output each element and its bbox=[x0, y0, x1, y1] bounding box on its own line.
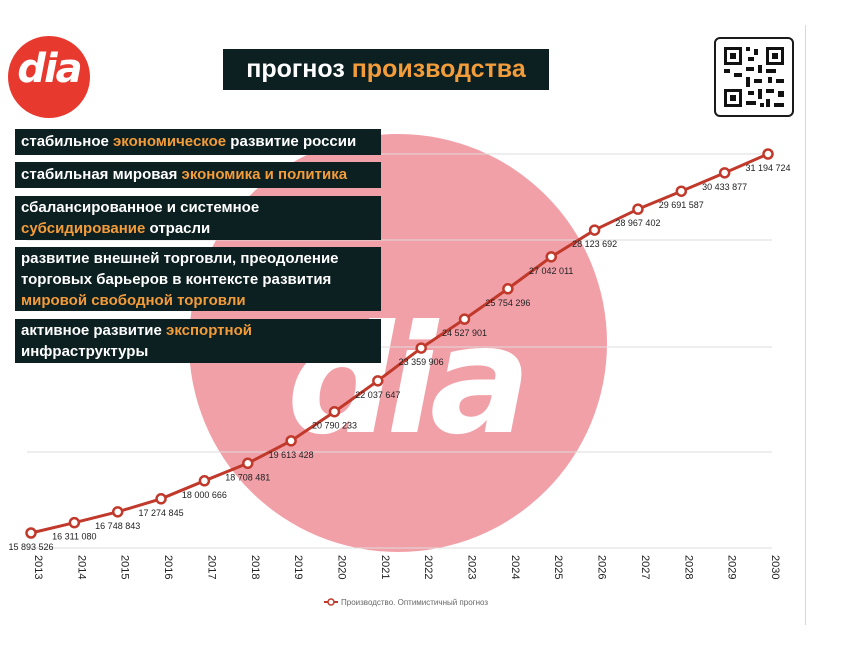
dia-logo: dia bbox=[8, 36, 90, 118]
data-label: 27 042 011 bbox=[529, 266, 573, 276]
x-tick-label: 2020 bbox=[335, 555, 347, 579]
x-tick-label: 2013 bbox=[32, 555, 44, 579]
x-tick-label: 2026 bbox=[596, 555, 608, 579]
bullet-2-part-2: экономика и политика bbox=[181, 166, 348, 183]
title-part-1: прогноз bbox=[246, 55, 352, 83]
data-label: 16 748 843 bbox=[95, 521, 140, 531]
legend-entry: Производство. Оптимистичный прогноз bbox=[341, 598, 488, 607]
x-tick-label: 2018 bbox=[249, 555, 261, 579]
divider-line bbox=[805, 25, 806, 625]
x-tick-label: 2023 bbox=[466, 555, 478, 579]
title-part-2: производства bbox=[351, 55, 526, 83]
data-label: 31 194 724 bbox=[745, 163, 790, 173]
logo-text: dia bbox=[17, 46, 82, 92]
bullet-3-part-1: сбалансированное и системное bbox=[21, 199, 260, 216]
data-point bbox=[545, 251, 557, 263]
bullet-4-part-1: развитие внешней торговли, преодоление т… bbox=[21, 250, 339, 288]
data-point bbox=[675, 185, 688, 197]
bullet-3-part-2: субсидирование bbox=[21, 220, 146, 237]
x-tick-label: 2029 bbox=[726, 555, 738, 579]
x-tick-label: 2025 bbox=[552, 555, 564, 579]
data-point bbox=[242, 457, 254, 470]
x-tick-label: 2019 bbox=[292, 555, 304, 579]
data-label: 28 123 692 bbox=[572, 239, 617, 249]
x-tick-label: 2027 bbox=[639, 555, 651, 579]
data-label: 23 359 906 bbox=[399, 357, 444, 367]
data-point bbox=[328, 405, 341, 418]
x-tick-label: 2016 bbox=[162, 555, 174, 579]
bullet-1-part-3: развитие россии bbox=[226, 133, 357, 150]
data-point bbox=[502, 283, 514, 295]
data-point bbox=[25, 527, 37, 539]
data-label: 19 613 428 bbox=[269, 450, 314, 460]
data-point bbox=[632, 203, 644, 215]
bullet-box-1: стабильное экономическое развитие россии bbox=[15, 129, 381, 155]
x-tick-label: 2015 bbox=[119, 555, 131, 579]
bullet-box-4: развитие внешней торговли, преодоление т… bbox=[15, 247, 381, 311]
data-label: 30 433 877 bbox=[702, 182, 747, 192]
data-point bbox=[111, 506, 124, 518]
data-point bbox=[198, 475, 211, 487]
data-point bbox=[588, 224, 601, 236]
bullet-5-part-3: инфраструктуры bbox=[21, 343, 149, 360]
data-label: 25 754 296 bbox=[485, 298, 530, 308]
bullet-5-part-2: экспортной bbox=[166, 322, 252, 339]
bullet-3-part-3: отрасли bbox=[145, 220, 211, 237]
data-point bbox=[372, 375, 384, 387]
x-tick-label: 2022 bbox=[422, 555, 434, 579]
data-label: 29 691 587 bbox=[659, 200, 704, 210]
data-label: 24 527 901 bbox=[442, 328, 487, 338]
x-tick-label: 2028 bbox=[682, 555, 694, 579]
data-label: 18 708 481 bbox=[225, 472, 270, 482]
page-title: прогноз производства bbox=[223, 49, 549, 90]
data-point bbox=[68, 516, 81, 529]
bullet-2-part-1: стабильная мировая bbox=[21, 166, 182, 183]
data-point bbox=[155, 493, 167, 505]
qr-code-icon bbox=[714, 37, 794, 117]
x-tick-label: 2017 bbox=[205, 555, 217, 579]
data-point bbox=[415, 342, 427, 354]
bullet-5-part-1: активное развитие bbox=[21, 322, 167, 339]
data-point bbox=[285, 435, 297, 447]
x-tick-label: 2021 bbox=[379, 555, 391, 579]
x-tick-label: 2024 bbox=[509, 555, 521, 579]
series-line bbox=[30, 152, 769, 535]
data-point bbox=[458, 313, 471, 325]
bullet-4-part-2: мировой свободной торговли bbox=[21, 292, 246, 309]
data-label: 15 893 526 bbox=[8, 542, 53, 552]
data-point bbox=[762, 148, 774, 160]
data-label: 22 037 647 bbox=[355, 390, 400, 400]
data-point bbox=[718, 167, 731, 179]
legend-marker bbox=[327, 598, 335, 606]
data-label: 17 274 845 bbox=[139, 508, 184, 518]
data-label: 28 967 402 bbox=[615, 218, 660, 228]
x-tick-label: 2014 bbox=[75, 555, 87, 579]
bullet-box-3: сбалансированное и системное субсидирова… bbox=[15, 196, 381, 240]
bullet-1-part-1: стабильное bbox=[21, 133, 113, 150]
data-label: 20 790 233 bbox=[312, 421, 357, 431]
bullet-box-5: активное развитие экспортной инфраструкт… bbox=[15, 319, 381, 363]
data-label: 16 311 080 bbox=[52, 532, 96, 542]
bullet-1-part-2: экономическое bbox=[113, 133, 227, 150]
data-label: 18 000 666 bbox=[182, 490, 227, 500]
bullet-box-2: стабильная мировая экономика и политика bbox=[15, 162, 381, 188]
x-tick-label: 2030 bbox=[769, 555, 781, 579]
